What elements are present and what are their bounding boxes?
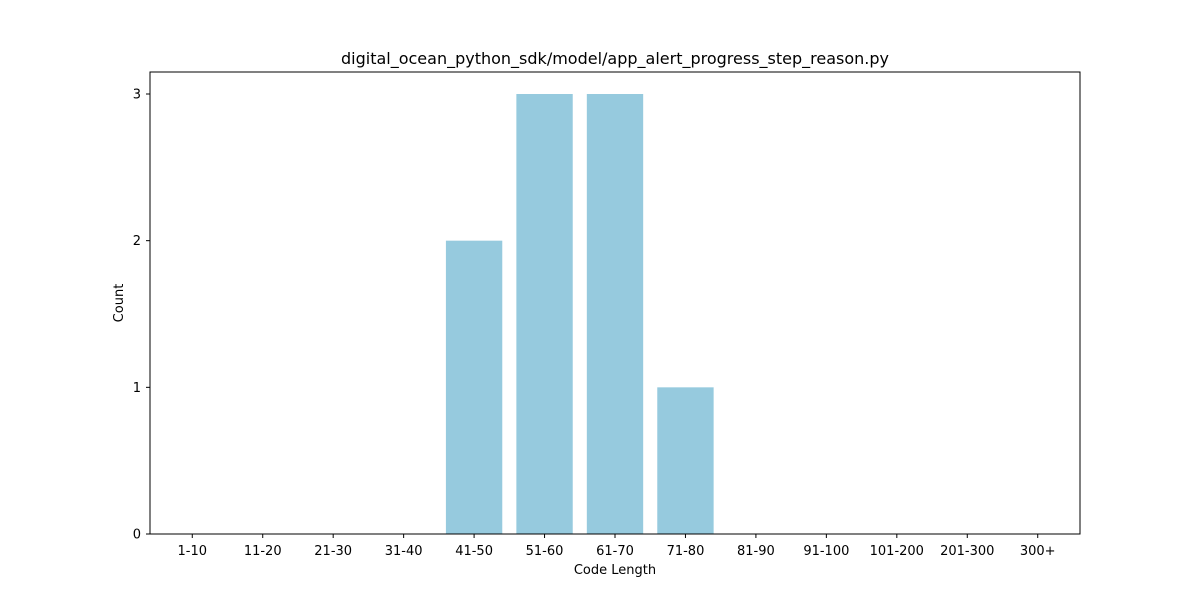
y-axis-label: Count xyxy=(112,284,127,323)
x-tick-label: 101-200 xyxy=(870,544,924,559)
y-axis-ticks: 0 1 2 3 xyxy=(133,88,150,543)
y-tick-label: 1 xyxy=(133,381,141,396)
x-tick-label: 300+ xyxy=(1020,544,1056,559)
chart-title: digital_ocean_python_sdk/model/app_alert… xyxy=(341,49,889,69)
bars xyxy=(445,94,714,534)
x-tick-label: 1-10 xyxy=(178,544,208,559)
x-tick-label: 21-30 xyxy=(314,544,352,559)
x-tick-label: 31-40 xyxy=(385,544,423,559)
plot-area-frame xyxy=(149,71,1081,535)
y-tick-label: 3 xyxy=(133,88,141,103)
x-tick-label: 11-20 xyxy=(244,544,282,559)
y-tick-label: 0 xyxy=(133,528,141,543)
x-tick-label: 41-50 xyxy=(455,544,493,559)
x-tick-label: 51-60 xyxy=(526,544,564,559)
bar-51-60 xyxy=(516,94,573,534)
x-tick-label: 91-100 xyxy=(803,544,849,559)
x-tick-label: 71-80 xyxy=(667,544,705,559)
x-axis-label: Code Length xyxy=(574,563,656,578)
x-tick-label: 201-300 xyxy=(940,544,994,559)
bar-61-70 xyxy=(586,94,644,534)
bar-41-50 xyxy=(445,240,503,534)
x-tick-label: 81-90 xyxy=(737,544,775,559)
x-tick-label: 61-70 xyxy=(596,544,634,559)
bar-71-80 xyxy=(657,387,714,534)
x-axis-ticks: 1-10 11-20 21-30 31-40 41-50 51-60 61-70 71-80 8… xyxy=(178,534,1056,559)
y-tick-label: 2 xyxy=(133,234,141,249)
